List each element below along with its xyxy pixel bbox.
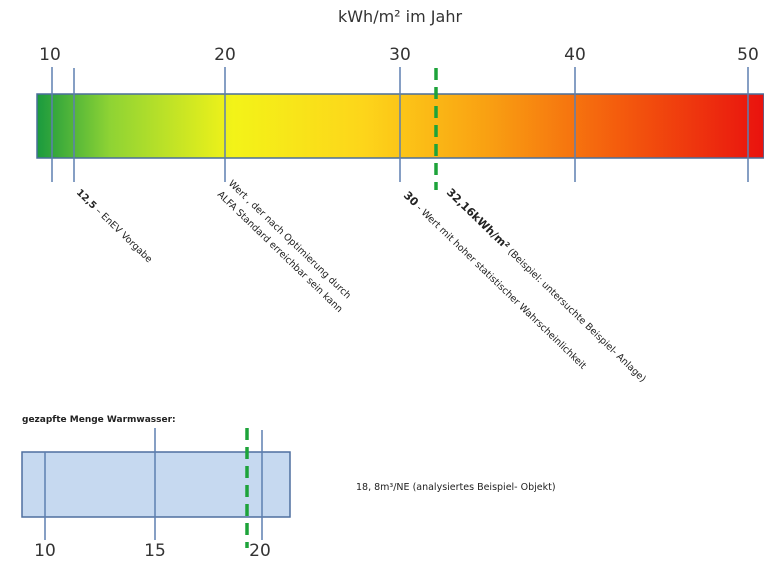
- water-tick-label-20: 20: [249, 541, 271, 561]
- water-bar: [21, 451, 291, 518]
- annotation-30-text: - Wert mit hoher statistischer Wahrschei…: [412, 201, 588, 372]
- unit-label: kWh/m² im Jahr: [338, 7, 462, 26]
- annotation-12-5: 12,5 – EnEV Vorgabe: [74, 187, 154, 265]
- tick-label-50: 50: [737, 45, 759, 65]
- annotation-12-5-text: – EnEV Vorgabe: [91, 204, 154, 266]
- annotation-32-16: 32,16kWh/m² (Beispiel: untersuchte Beisp…: [444, 186, 649, 385]
- water-title: gezapfte Menge Warmwasser:: [22, 415, 176, 425]
- tick-label-30: 30: [389, 45, 411, 65]
- water-tick-label-10: 10: [34, 541, 56, 561]
- annotation-30: 30 - Wert mit hoher statistischer Wahrsc…: [401, 189, 590, 372]
- water-marker-label: 18, 8m³/NE (analysiertes Beispiel- Objek…: [356, 482, 556, 493]
- annotation-20-line2: ALFA Standard erreichbar sein kann: [215, 189, 345, 315]
- water-tick-label-15: 15: [144, 541, 166, 561]
- tick-label-40: 40: [564, 45, 586, 65]
- tick-label-10: 10: [39, 45, 61, 65]
- annotation-20-line1: Wert , der nach Optimierung durch: [226, 178, 353, 301]
- tick-label-20: 20: [214, 45, 236, 65]
